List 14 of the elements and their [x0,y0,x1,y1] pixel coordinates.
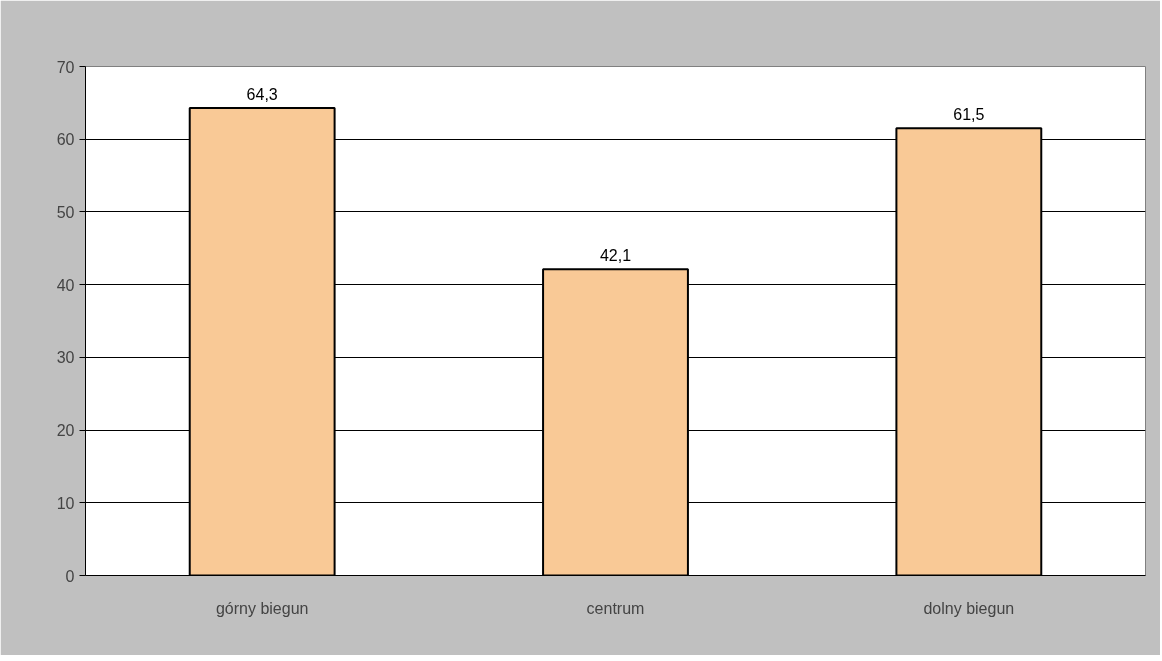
y-tick-label: 30 [56,349,75,367]
y-tick-label: 70 [56,58,75,76]
x-tick-label: dolny biegun [923,599,1015,617]
y-tick-label: 40 [56,276,75,294]
y-tick-label: 50 [56,203,75,221]
y-tick-label: 10 [56,494,75,512]
data-label: 61,5 [953,106,985,124]
data-label: 42,1 [599,247,632,265]
y-tick-label: 20 [56,422,75,440]
data-label: 64,3 [246,85,278,103]
x-tick-label: górny biegun [215,599,309,617]
y-tick-label: 0 [65,567,75,585]
y-tick-label: 60 [56,131,75,149]
x-tick-label: centrum [586,599,645,617]
